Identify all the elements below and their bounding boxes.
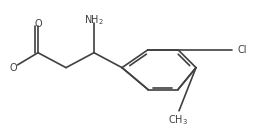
- Text: O: O: [34, 19, 42, 29]
- Text: NH$_2$: NH$_2$: [84, 13, 104, 27]
- Text: Cl: Cl: [237, 45, 246, 55]
- Text: O: O: [9, 63, 17, 73]
- Text: CH$_3$: CH$_3$: [168, 113, 188, 127]
